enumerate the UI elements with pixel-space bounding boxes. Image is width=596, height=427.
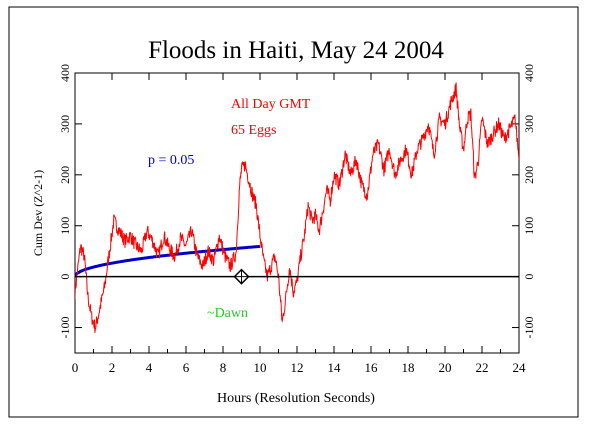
y-tick-label-right: 0 bbox=[522, 274, 536, 280]
y-tick-label: 0 bbox=[58, 274, 72, 280]
y-tick-label-right: 100 bbox=[522, 217, 536, 235]
plot-frame bbox=[74, 72, 520, 354]
x-tick-label: 8 bbox=[220, 360, 227, 375]
series-p05-line bbox=[75, 244, 261, 278]
series-cumdev-line bbox=[75, 82, 519, 333]
annotation-period: All Day GMT bbox=[231, 97, 311, 112]
annotation-dawn: ~Dawn bbox=[207, 306, 248, 321]
x-tick-label: 18 bbox=[402, 360, 415, 375]
x-tick-label: 4 bbox=[146, 360, 153, 375]
y-tick-label-right: 300 bbox=[522, 115, 536, 133]
y-tick-label: 400 bbox=[58, 64, 72, 82]
x-tick-label: 24 bbox=[513, 360, 527, 375]
y-tick-label: 100 bbox=[58, 217, 72, 235]
x-tick-label: 16 bbox=[365, 360, 379, 375]
x-tick-label: 20 bbox=[439, 360, 452, 375]
chart-title: Floods in Haiti, May 24 2004 bbox=[148, 37, 444, 64]
x-tick-label: 6 bbox=[183, 360, 190, 375]
y-tick-label-right: 200 bbox=[522, 166, 536, 184]
outer-frame bbox=[8, 6, 579, 418]
y-tick-label-right: 400 bbox=[522, 64, 536, 82]
x-tick-label: 12 bbox=[291, 360, 304, 375]
x-tick-label: 0 bbox=[72, 360, 79, 375]
y-axis: -100 -100 0 0 100 100 200 200 300 300 400 400 bbox=[58, 64, 536, 339]
dawn-marker-icon bbox=[233, 268, 250, 285]
x-tick-label: 14 bbox=[328, 360, 342, 375]
y-tick-label: 300 bbox=[58, 115, 72, 133]
x-tick-label: 22 bbox=[476, 360, 489, 375]
annotation-p-value: p = 0.05 bbox=[148, 153, 194, 168]
x-axis: 0 2 4 6 8 10 12 14 16 18 20 22 24 bbox=[72, 73, 526, 375]
annotation-eggs: 65 Eggs bbox=[231, 123, 277, 138]
x-tick-label: 2 bbox=[109, 360, 116, 375]
y-tick-label-right: -100 bbox=[522, 317, 536, 339]
x-axis-label: Hours (Resolution Seconds) bbox=[217, 391, 375, 406]
y-tick-label: -100 bbox=[58, 317, 72, 339]
series-layer bbox=[75, 82, 519, 333]
y-axis-label: Cum Dev (Z^2-1) bbox=[31, 170, 45, 256]
y-tick-label: 200 bbox=[58, 166, 72, 184]
x-tick-label: 10 bbox=[254, 360, 267, 375]
